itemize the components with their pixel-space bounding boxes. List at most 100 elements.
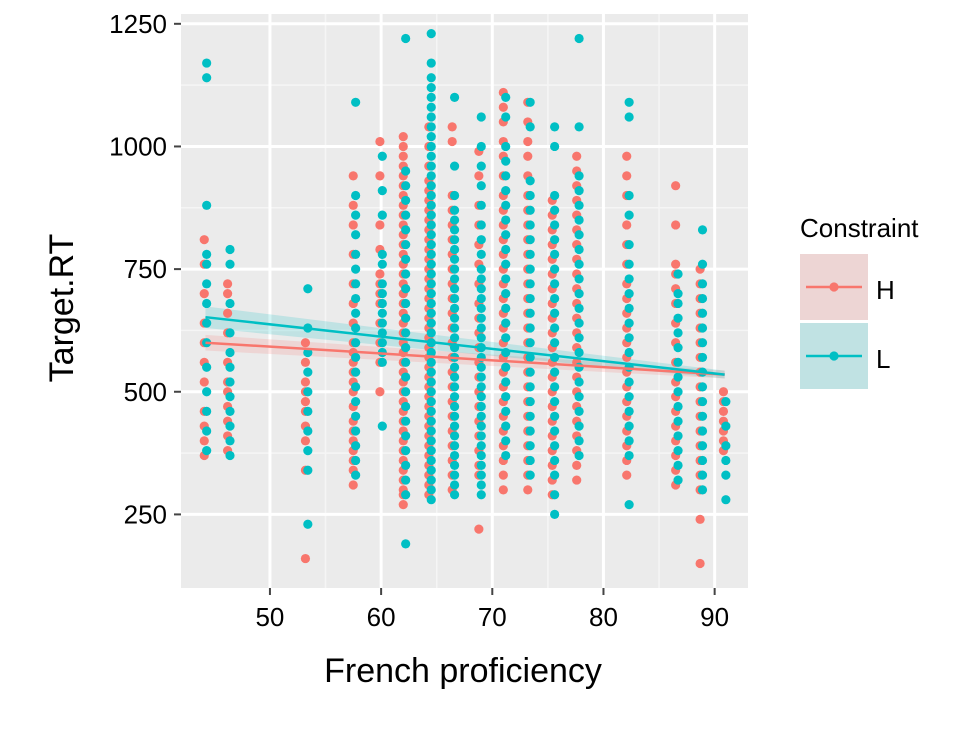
point-l xyxy=(697,279,708,289)
point-h xyxy=(447,136,457,147)
point-l xyxy=(202,362,212,372)
point-l xyxy=(721,396,731,407)
y-tick-label: 250 xyxy=(124,499,167,529)
point-l xyxy=(574,450,584,461)
point-l xyxy=(449,460,460,470)
point-l xyxy=(673,357,683,367)
point-l xyxy=(426,347,436,358)
point-l xyxy=(449,190,460,201)
point-l xyxy=(426,289,436,299)
point-l xyxy=(550,490,560,500)
point-l xyxy=(377,151,387,161)
point-l xyxy=(476,112,486,122)
trend-line-h xyxy=(205,341,725,376)
point-l xyxy=(697,485,708,495)
point-l xyxy=(476,480,486,490)
point-l xyxy=(449,441,460,451)
point-l xyxy=(673,269,683,279)
point-l xyxy=(525,323,535,333)
point-h xyxy=(398,499,408,510)
point-h xyxy=(622,470,632,480)
point-l xyxy=(624,392,634,402)
x-tick-label: 70 xyxy=(478,602,507,632)
point-l xyxy=(574,186,584,196)
point-l xyxy=(721,455,731,466)
point-l xyxy=(303,465,313,475)
point-h xyxy=(199,436,209,446)
point-l xyxy=(624,190,634,201)
point-l xyxy=(476,431,486,441)
point-l xyxy=(624,274,634,284)
point-l xyxy=(202,259,212,269)
point-l xyxy=(426,406,436,416)
point-l xyxy=(426,367,436,377)
point-l xyxy=(525,264,535,274)
point-l xyxy=(303,387,313,397)
point-l xyxy=(449,313,460,323)
point-l xyxy=(574,230,584,240)
point-l xyxy=(476,441,486,451)
point-l xyxy=(501,186,511,196)
point-l xyxy=(721,441,731,451)
point-l xyxy=(550,455,560,466)
point-l xyxy=(673,387,683,397)
point-h xyxy=(622,171,632,181)
point-l xyxy=(426,269,436,279)
x-tick-label: 60 xyxy=(367,602,396,632)
point-l xyxy=(225,347,235,358)
point-l xyxy=(225,362,235,372)
point-l xyxy=(476,460,486,470)
point-l xyxy=(449,450,460,461)
legend-key-point-l xyxy=(829,351,839,361)
point-l xyxy=(574,436,584,446)
point-l xyxy=(697,352,708,363)
point-l xyxy=(401,387,411,397)
point-l xyxy=(501,92,511,103)
point-l xyxy=(351,441,361,451)
point-l xyxy=(476,284,486,294)
point-l xyxy=(574,318,584,328)
point-l xyxy=(401,313,411,323)
point-l xyxy=(624,421,634,431)
point-l xyxy=(449,490,460,500)
point-l xyxy=(426,82,436,93)
point-l xyxy=(550,396,560,407)
point-l xyxy=(525,293,535,304)
point-l xyxy=(401,210,411,220)
point-h xyxy=(348,200,358,210)
point-l xyxy=(426,446,436,456)
point-l xyxy=(377,259,387,269)
point-l xyxy=(550,205,560,215)
point-l xyxy=(550,279,560,289)
point-l xyxy=(401,284,411,294)
point-l xyxy=(401,166,411,176)
point-l xyxy=(476,450,486,461)
point-l xyxy=(624,259,634,269)
point-l xyxy=(401,195,411,206)
point-l xyxy=(721,421,731,431)
point-l xyxy=(476,362,486,372)
x-tick-label: 50 xyxy=(255,602,284,632)
point-l xyxy=(501,362,511,372)
point-l xyxy=(202,200,212,210)
point-l xyxy=(550,411,560,421)
y-tick-label: 750 xyxy=(124,254,167,284)
point-l xyxy=(476,293,486,304)
point-l xyxy=(426,239,436,250)
point-l xyxy=(550,235,560,245)
point-l xyxy=(525,396,535,407)
point-l xyxy=(377,308,387,318)
x-tick-label: 90 xyxy=(700,602,729,632)
point-l xyxy=(426,436,436,446)
point-l xyxy=(202,249,212,259)
point-l xyxy=(673,431,683,441)
trend-line-l xyxy=(205,315,725,376)
point-l xyxy=(351,411,361,421)
point-h xyxy=(523,485,533,495)
point-l xyxy=(624,318,634,328)
point-l xyxy=(426,230,436,240)
point-l xyxy=(574,259,584,269)
point-l xyxy=(476,313,486,323)
point-l xyxy=(574,362,584,372)
point-l xyxy=(449,274,460,284)
